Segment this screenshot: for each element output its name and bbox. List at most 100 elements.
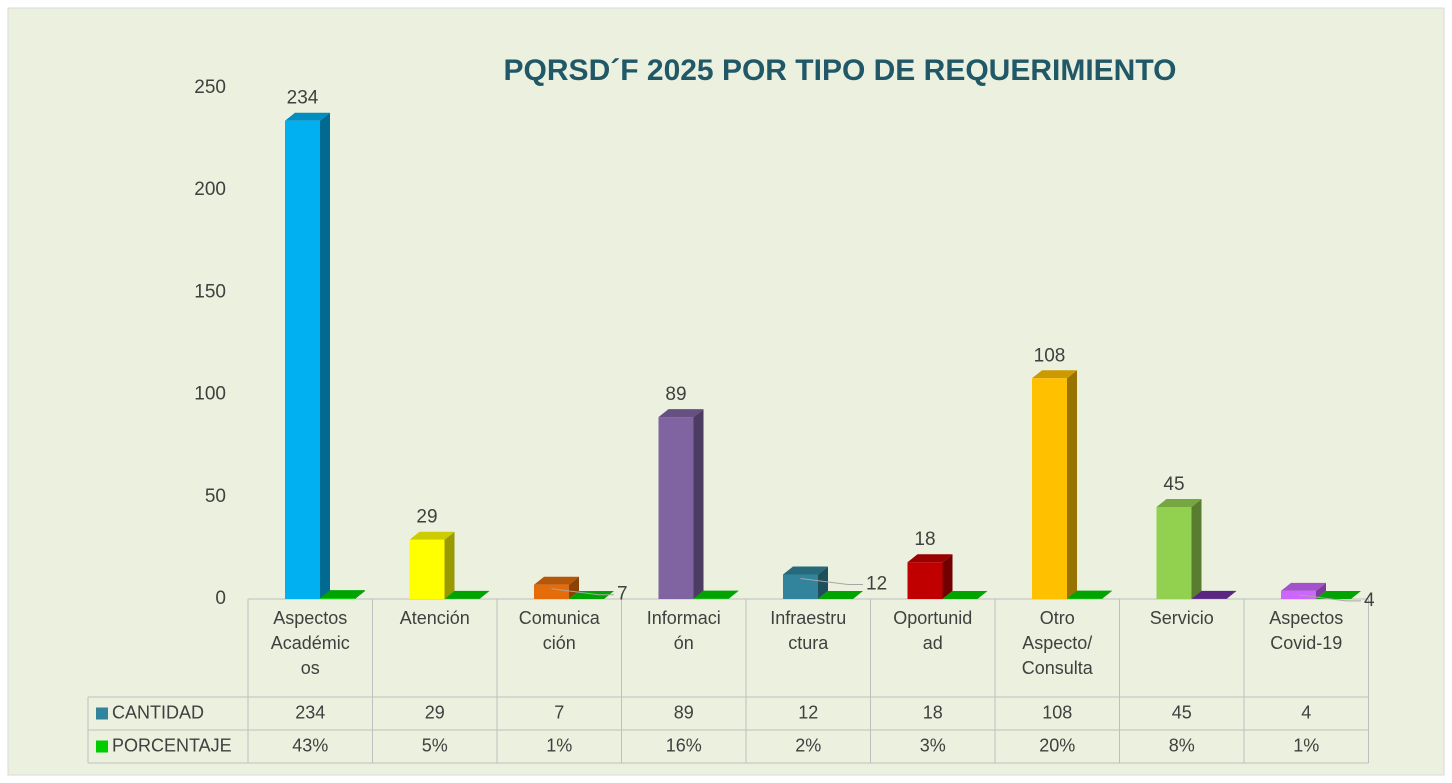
x-label-box: Infraestructura	[770, 608, 847, 653]
bar	[658, 417, 694, 599]
x-tick-label: Infraestructura	[770, 608, 847, 653]
y-tick-label: 0	[215, 588, 226, 609]
x-label-box: Aspectos Académicos	[270, 608, 350, 678]
bar-top	[569, 590, 614, 599]
x-tick-label: Servicio	[1149, 608, 1214, 628]
bar-side	[1067, 370, 1077, 599]
bar-side	[320, 112, 330, 599]
bar-side	[1226, 590, 1237, 599]
legend-swatch	[96, 740, 108, 753]
bar-top	[320, 590, 365, 599]
bar-side	[942, 554, 953, 599]
data-label: 234	[287, 88, 319, 109]
table-cell: 16%	[666, 735, 702, 755]
table-cell: 20%	[1039, 735, 1075, 755]
bar-top	[1032, 370, 1077, 379]
chart-title: PQRSD´F 2025 POR TIPO DE REQUERIMIENTO	[504, 54, 1177, 87]
bar-top	[693, 590, 739, 599]
x-tick-label: Aspectos Académicos	[270, 608, 350, 678]
legend-label: PORCENTAJE	[112, 735, 232, 755]
bar-top	[1316, 590, 1361, 599]
x-tick-label: Comunicación	[518, 608, 600, 653]
bar-top	[534, 576, 579, 585]
bar-top	[409, 531, 455, 540]
x-label-box: Información	[646, 608, 721, 653]
bar-side	[479, 590, 490, 599]
data-label: 89	[665, 384, 686, 405]
bar	[783, 574, 818, 599]
bar-side	[977, 590, 988, 599]
bar	[320, 598, 355, 599]
bar-side	[355, 590, 365, 599]
table-cell: 1%	[546, 735, 572, 755]
chart-area	[7, 7, 1445, 776]
table-cell: 1%	[1293, 735, 1319, 755]
table-cell: 5%	[422, 735, 448, 755]
x-tick-label: Atención	[399, 608, 470, 628]
bar-side	[728, 590, 739, 599]
table-cell: 3%	[920, 735, 946, 755]
bar-top	[818, 590, 863, 599]
bar-top	[444, 590, 490, 599]
bar-side	[693, 409, 704, 599]
table-cell: 45	[1172, 702, 1192, 722]
bar-side	[853, 590, 863, 599]
x-label-box: Aspectos Covid-19	[1269, 608, 1344, 653]
data-label: 12	[866, 573, 887, 594]
leader-line	[1298, 594, 1361, 602]
table-cell: 89	[674, 702, 694, 722]
table-cell: 29	[425, 702, 445, 722]
leader-line	[800, 577, 863, 585]
x-tick-label: Otro Aspecto/ Consulta	[1021, 608, 1093, 678]
table-cell: 8%	[1169, 735, 1195, 755]
bar-top	[942, 590, 988, 599]
leader-line	[551, 588, 614, 596]
bar-side	[1316, 582, 1326, 599]
bar-top	[1067, 590, 1112, 599]
table-cell: 108	[1042, 702, 1072, 722]
bar-top	[1281, 582, 1326, 591]
bar	[1032, 378, 1067, 599]
bar-top	[1156, 499, 1202, 508]
bar-top	[658, 409, 704, 418]
bar	[285, 120, 320, 599]
data-label: 18	[914, 529, 935, 550]
table-cell: 234	[295, 702, 325, 722]
y-tick-label: 200	[194, 179, 226, 200]
y-tick-label: 100	[194, 384, 226, 405]
x-tick-label: Información	[646, 608, 721, 653]
y-tick-label: 150	[194, 281, 226, 302]
bar-side	[818, 566, 828, 599]
table-cell: 7	[554, 702, 564, 722]
bar	[534, 584, 569, 599]
bar-top	[907, 554, 953, 563]
bar-side	[1191, 499, 1202, 599]
data-label: 45	[1163, 474, 1184, 495]
x-tick-label: Aspectos Covid-19	[1269, 608, 1344, 653]
bar	[409, 539, 445, 599]
y-tick-label: 50	[205, 486, 226, 507]
bar-side	[444, 531, 455, 599]
legend-swatch	[96, 707, 108, 720]
bar-side	[1102, 590, 1112, 599]
bar-top	[1191, 590, 1237, 599]
x-label-box: Oportunidad	[893, 608, 972, 653]
bar-side	[569, 576, 579, 599]
table-cell: 43%	[292, 735, 328, 755]
data-label: 108	[1034, 345, 1066, 366]
y-tick-label: 250	[194, 77, 226, 98]
x-label-box: Comunicación	[518, 608, 600, 653]
table-cell: 4	[1301, 702, 1311, 722]
table-cell: 2%	[795, 735, 821, 755]
data-label: 29	[416, 507, 437, 528]
data-label: 7	[617, 584, 628, 605]
table-cell: 18	[923, 702, 943, 722]
legend-label: CANTIDAD	[112, 702, 204, 722]
bar	[907, 562, 943, 599]
bar-top	[783, 566, 828, 575]
table-cell: 12	[798, 702, 818, 722]
bar-side	[1351, 590, 1361, 599]
x-label-box: Atención	[399, 608, 470, 628]
x-label-box: Otro Aspecto/ Consulta	[1021, 608, 1093, 678]
